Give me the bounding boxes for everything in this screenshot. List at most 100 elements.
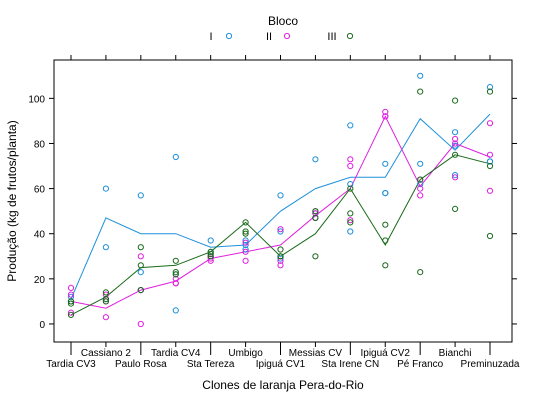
data-point-III (277, 246, 284, 253)
data-point-I (67, 293, 75, 300)
data-point-I (277, 228, 284, 235)
data-point-III (486, 162, 494, 170)
data-point-II (486, 120, 494, 127)
data-point-III (452, 151, 459, 158)
x-tick-label: Ipiguá CV2 (361, 348, 411, 359)
data-point-I (486, 84, 494, 91)
x-tick-label: Tardia CV4 (151, 348, 201, 359)
legend-title: Bloco (268, 14, 298, 28)
data-point-III (312, 214, 319, 221)
data-point-III (486, 88, 494, 95)
data-points (67, 72, 494, 328)
y-tick-label: 100 (28, 94, 45, 105)
data-point-I (137, 192, 144, 199)
data-point-I (486, 158, 494, 165)
data-point-I (452, 172, 459, 179)
data-point-I (417, 181, 424, 188)
y-axis: 0 20 40 60 80 100 (28, 94, 517, 331)
legend-label-III: III (327, 31, 336, 43)
data-point-I (382, 190, 389, 197)
data-point-II (242, 257, 249, 264)
data-point-III (417, 269, 424, 276)
data-point-II (486, 187, 494, 194)
data-point-I (417, 72, 424, 79)
data-point-III (67, 298, 75, 305)
x-tick-label: Sta Tereza (187, 359, 235, 370)
data-point-II (486, 151, 494, 158)
x-tick-label: Paulo Rosa (115, 359, 167, 370)
data-point-I (452, 142, 459, 149)
legend-items: I II III (209, 31, 354, 43)
data-point-II (102, 314, 110, 321)
data-point-III (382, 221, 389, 228)
data-point-I (277, 255, 284, 262)
data-point-III (242, 230, 249, 237)
x-tick-label: Bianchi (439, 348, 472, 359)
data-point-III (172, 269, 179, 276)
data-point-II (417, 185, 424, 192)
data-point-III (486, 232, 494, 240)
y-tick-label: 20 (34, 275, 46, 286)
data-point-III (67, 311, 75, 318)
data-point-I (382, 160, 389, 167)
legend-marker-II (283, 32, 291, 40)
data-point-III (67, 300, 75, 307)
data-point-II (137, 320, 144, 328)
data-point-I (242, 246, 249, 253)
y-tick-label: 60 (34, 185, 46, 196)
data-point-II (452, 140, 459, 147)
plot-frame (53, 59, 513, 343)
x-tick-label: Tardia CV3 (46, 359, 96, 370)
data-point-III (137, 262, 144, 269)
y-axis-label: Produção (kg de frutos/planta) (5, 120, 19, 281)
data-point-III (102, 289, 110, 296)
legend: Bloco I II III (209, 14, 354, 43)
data-point-II (347, 217, 354, 224)
data-point-III (102, 298, 110, 305)
x-tick-label: Messias CV (289, 348, 343, 359)
data-point-II (137, 253, 144, 260)
data-point-II (347, 156, 354, 163)
data-point-III (347, 210, 354, 217)
data-point-II (452, 174, 459, 181)
data-point-I (312, 156, 319, 163)
data-point-II (382, 113, 389, 120)
data-point-I (242, 241, 249, 249)
data-point-II (382, 108, 389, 116)
data-point-I (347, 181, 354, 188)
data-point-III (242, 228, 249, 235)
data-point-II (242, 248, 249, 255)
series-line-I (70, 113, 491, 300)
data-point-I (452, 129, 459, 136)
data-point-III (207, 253, 214, 260)
data-point-II (347, 162, 354, 170)
series-line-II (70, 115, 491, 309)
x-tick-label: Umbigo (228, 348, 263, 359)
legend-marker-I (225, 32, 233, 40)
data-point-II (207, 257, 214, 264)
x-tick-label: Cassiano 2 (81, 348, 131, 359)
data-point-III (102, 296, 110, 303)
data-point-III (452, 97, 459, 104)
data-point-I (172, 153, 179, 161)
data-point-II (67, 284, 75, 291)
data-point-I (102, 185, 110, 192)
data-point-II (277, 262, 284, 269)
data-point-III (312, 208, 319, 215)
data-point-III (172, 271, 179, 278)
data-point-III (382, 262, 389, 269)
x-axis-label: Clones de laranja Pera-do-Rio (202, 378, 364, 392)
x-tick-label: Ipiguá CV1 (256, 359, 306, 370)
data-point-II (207, 255, 214, 262)
data-point-III (137, 244, 144, 251)
data-point-II (452, 135, 459, 143)
data-point-III (382, 237, 389, 244)
data-point-III (452, 205, 459, 212)
legend-marker-III (346, 32, 354, 40)
data-point-I (347, 122, 354, 129)
y-tick-label: 80 (34, 139, 46, 150)
data-point-III (312, 253, 319, 260)
data-point-III (347, 185, 354, 192)
data-point-I (207, 237, 214, 244)
